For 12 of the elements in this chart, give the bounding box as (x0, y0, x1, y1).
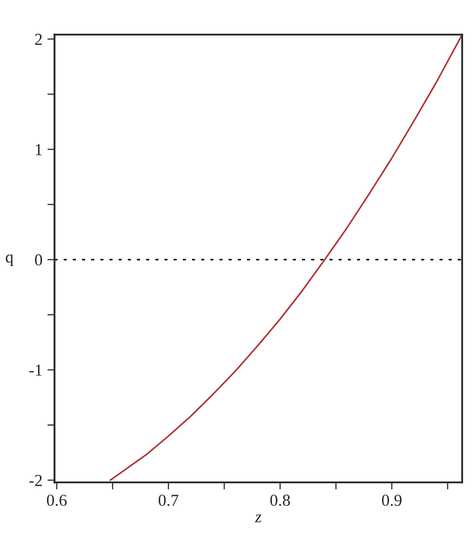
y-tick-label: 1 (36, 144, 42, 156)
x-tick-label: 0.7 (158, 494, 178, 506)
x-tick-label: 0.8 (270, 494, 290, 506)
x-tick-label: 0.9 (382, 494, 402, 506)
y-tick-label: -2 (29, 474, 42, 486)
y-tick-label: 0 (35, 254, 42, 266)
y-axis-title: q (6, 254, 14, 266)
x-tick-label: 0.6 (46, 494, 67, 506)
x-axis-title: z (254, 514, 262, 522)
y-tick-label: -1 (29, 364, 42, 376)
y-tick-label: 2 (35, 34, 42, 45)
line-series (110, 34, 462, 481)
